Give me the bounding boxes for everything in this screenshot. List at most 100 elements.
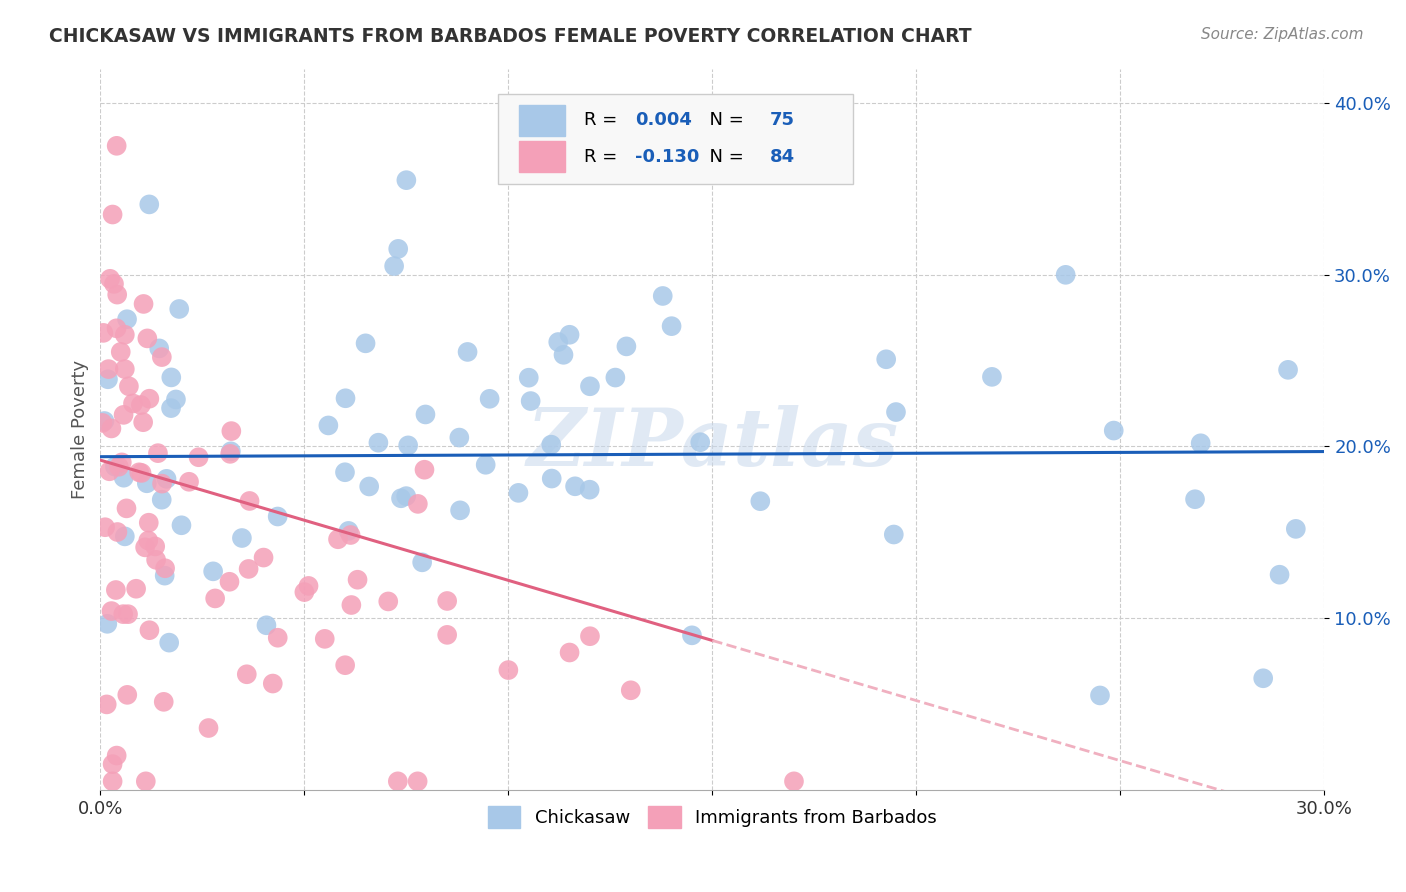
- Y-axis label: Female Poverty: Female Poverty: [72, 359, 89, 499]
- Bar: [519, 104, 565, 136]
- Point: [395, 489, 418, 503]
- Point: [115, 312, 138, 326]
- Point: [1285, 522, 1308, 536]
- Point: [389, 491, 412, 506]
- Point: [135, 476, 157, 491]
- Point: [97, 362, 120, 376]
- Point: [165, 392, 187, 407]
- Point: [96, 698, 118, 712]
- Text: 75: 75: [770, 112, 794, 129]
- Point: [415, 408, 437, 422]
- Point: [579, 629, 602, 643]
- Point: [112, 471, 135, 485]
- Point: [157, 635, 180, 649]
- Point: [91, 326, 114, 340]
- Point: [132, 297, 155, 311]
- Point: [98, 272, 121, 286]
- FancyBboxPatch shape: [498, 94, 853, 184]
- Text: R =: R =: [583, 147, 623, 166]
- Point: [170, 518, 193, 533]
- Point: [105, 321, 128, 335]
- Point: [153, 568, 176, 582]
- Point: [100, 604, 122, 618]
- Point: [558, 646, 581, 660]
- Point: [167, 301, 190, 316]
- Point: [204, 591, 226, 606]
- Point: [117, 688, 139, 702]
- Point: [783, 774, 806, 789]
- Point: [177, 475, 200, 489]
- Point: [1251, 671, 1274, 685]
- Point: [382, 259, 405, 273]
- Point: [115, 501, 138, 516]
- Point: [112, 408, 135, 422]
- Point: [337, 524, 360, 538]
- Point: [616, 339, 638, 353]
- Point: [239, 494, 262, 508]
- Point: [457, 345, 479, 359]
- Point: [354, 336, 377, 351]
- Point: [558, 327, 581, 342]
- Point: [1184, 492, 1206, 507]
- Point: [101, 207, 124, 221]
- Point: [231, 531, 253, 545]
- Point: [128, 465, 150, 479]
- Point: [267, 631, 290, 645]
- Point: [236, 667, 259, 681]
- Point: [314, 632, 336, 646]
- Point: [138, 392, 160, 406]
- Point: [884, 405, 907, 419]
- Point: [579, 379, 602, 393]
- Point: [875, 352, 897, 367]
- Point: [94, 520, 117, 534]
- Point: [153, 561, 176, 575]
- Point: [1268, 567, 1291, 582]
- Point: [112, 607, 135, 621]
- Point: [187, 450, 209, 465]
- Point: [131, 466, 153, 480]
- Point: [395, 173, 418, 187]
- Point: [387, 242, 409, 256]
- Point: [540, 438, 562, 452]
- Point: [883, 527, 905, 541]
- Point: [136, 533, 159, 548]
- Point: [578, 483, 600, 497]
- Point: [108, 459, 131, 474]
- Point: [605, 370, 627, 384]
- Point: [553, 348, 575, 362]
- Text: N =: N =: [697, 147, 749, 166]
- Point: [136, 331, 159, 345]
- Text: N =: N =: [697, 112, 749, 129]
- Point: [359, 479, 381, 493]
- Point: [138, 516, 160, 530]
- Point: [252, 550, 274, 565]
- Point: [219, 447, 242, 461]
- Point: [292, 585, 315, 599]
- Point: [749, 494, 772, 508]
- Bar: [519, 141, 565, 172]
- Point: [114, 529, 136, 543]
- Point: [96, 616, 118, 631]
- Point: [540, 471, 562, 485]
- Point: [406, 774, 429, 789]
- Text: R =: R =: [583, 112, 623, 129]
- Point: [478, 392, 501, 406]
- Point: [387, 774, 409, 789]
- Point: [1054, 268, 1077, 282]
- Point: [125, 582, 148, 596]
- Point: [218, 574, 240, 589]
- Point: [107, 524, 129, 539]
- Point: [508, 486, 530, 500]
- Point: [197, 721, 219, 735]
- Text: ZIPatlas: ZIPatlas: [526, 405, 898, 483]
- Point: [114, 327, 136, 342]
- Point: [135, 774, 157, 789]
- Point: [150, 476, 173, 491]
- Point: [132, 415, 155, 429]
- Point: [202, 565, 225, 579]
- Point: [1277, 363, 1299, 377]
- Point: [145, 553, 167, 567]
- Point: [101, 774, 124, 789]
- Point: [111, 455, 134, 469]
- Text: -0.130: -0.130: [636, 147, 700, 166]
